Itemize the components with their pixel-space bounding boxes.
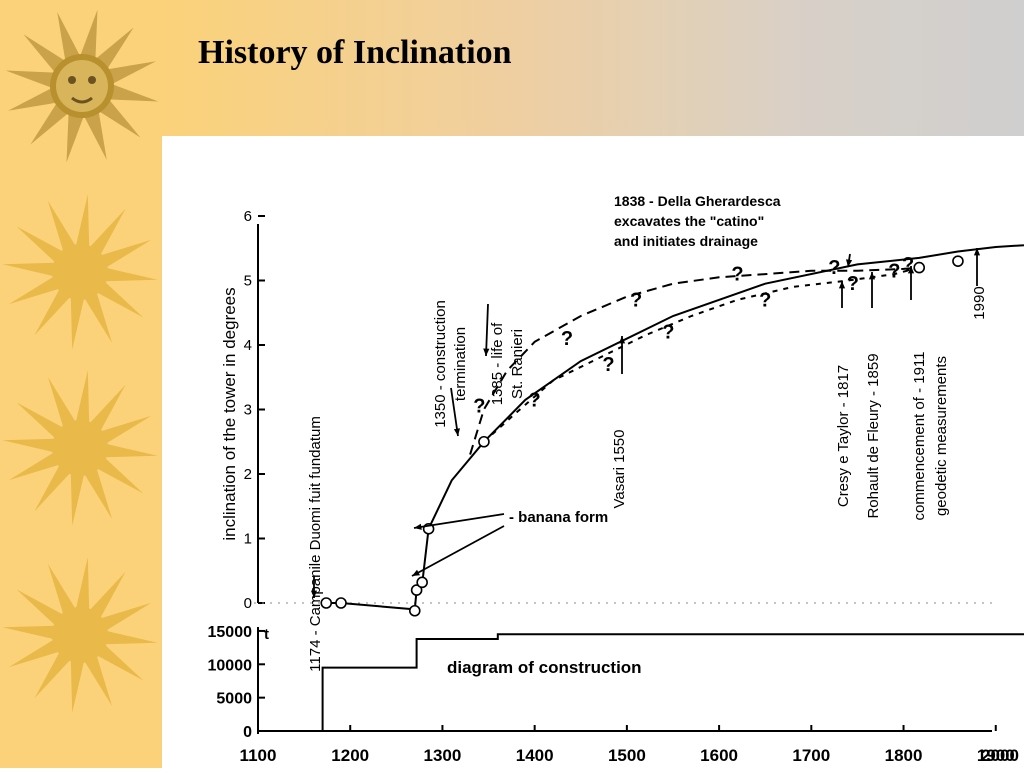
sun-eye xyxy=(88,76,96,84)
inclination-chart: 0 1 2 3 4 5 6 inclination of the tower in degre… xyxy=(220,193,1024,672)
annotation-line: St. Ranieri xyxy=(509,329,526,399)
survey-point-marker xyxy=(914,263,924,273)
y-tick-label: 4 xyxy=(244,337,252,354)
annotation-arrow xyxy=(414,514,504,528)
uncertain-point-marker: ? xyxy=(828,257,840,279)
annotation-line: 1990 xyxy=(971,286,988,319)
annotation-arrowhead xyxy=(869,272,875,279)
uncertain-point-marker: ? xyxy=(662,322,674,344)
chart-figure: 0 1 2 3 4 5 6 inclination of the tower in degre… xyxy=(162,136,1024,768)
uncertain-point-marker: ? xyxy=(602,354,614,376)
construction-chart: 0 5000 10000 15000 t 1100 1200 1300 1400 1500 1600… xyxy=(208,624,1024,765)
x-tick-label: 1600 xyxy=(700,746,738,765)
construction-y-tick-label: 0 xyxy=(243,724,252,741)
uncertain-point-marker: ? xyxy=(731,264,743,286)
sun-icon xyxy=(2,557,157,712)
x-tick-label: 1400 xyxy=(516,746,554,765)
sun-face-icon xyxy=(6,10,159,163)
uncertain-point-marker: ? xyxy=(529,389,541,411)
annotation-line: and initiates drainage xyxy=(614,233,758,249)
slide-title: History of Inclination xyxy=(198,34,512,72)
sun-eye xyxy=(68,76,76,84)
annotation-8: commencement of - 1911 geodetic measureme… xyxy=(911,352,950,521)
uncertain-point-marker: ? xyxy=(847,273,859,295)
annotation-arrow xyxy=(486,304,488,356)
uncertain-point-marker: ? xyxy=(759,289,771,311)
annotation-line: 1838 - Della Gherardesca xyxy=(614,193,781,209)
x-tick-label: 2000 xyxy=(981,746,1019,765)
x-tick-label: 1500 xyxy=(608,746,646,765)
annotation-3: - banana form xyxy=(509,509,608,526)
construction-y-tick-label: 15000 xyxy=(208,624,253,641)
uncertain-point-marker: ? xyxy=(473,396,485,418)
annotation-5: 1838 - Della Gherardesca excavates the "c… xyxy=(614,193,781,249)
annotation-line: Rohault de Fleury - 1859 xyxy=(865,353,882,518)
survey-point-marker xyxy=(417,577,427,587)
annotation-line: - banana form xyxy=(509,509,608,526)
x-tick-label: 1100 xyxy=(240,746,277,765)
construction-chart-title: diagram of construction xyxy=(447,658,642,677)
decorative-sidebar xyxy=(0,0,162,768)
annotation-line: geodetic measurements xyxy=(933,356,950,516)
sun-face-inner xyxy=(56,60,108,112)
x-tick-label: 1700 xyxy=(792,746,830,765)
y-tick-label: 5 xyxy=(244,273,252,290)
annotation-line: commencement of - 1911 xyxy=(911,352,928,521)
survey-point-marker xyxy=(953,256,963,266)
construction-series xyxy=(318,634,1024,731)
sun-center xyxy=(52,420,108,476)
y-tick-label: 0 xyxy=(244,595,252,612)
annotation-line: 1350 - construction xyxy=(432,300,449,428)
annotation-9: 1990 xyxy=(971,286,988,319)
y-tick-label: 3 xyxy=(244,402,252,419)
x-tick-label: 1200 xyxy=(331,746,369,765)
sun-center xyxy=(52,244,108,300)
inclination-y-axis-label: inclination of the tower in degrees xyxy=(220,287,239,540)
survey-point-marker xyxy=(336,598,346,608)
construction-y-tick-label: 5000 xyxy=(216,691,252,708)
y-tick-label: 1 xyxy=(244,531,252,548)
survey-point-marker xyxy=(479,437,489,447)
construction-y-unit: t xyxy=(264,626,269,643)
uncertain-point-marker: ? xyxy=(630,289,642,311)
y-tick-label: 2 xyxy=(244,466,252,483)
annotation-7: Rohault de Fleury - 1859 xyxy=(865,353,882,518)
annotation-arrowhead xyxy=(414,524,422,530)
sun-center xyxy=(52,607,108,663)
uncertain-point-marker: ? xyxy=(561,328,573,350)
sun-icon xyxy=(2,194,157,349)
y-tick-label: 6 xyxy=(244,208,252,225)
annotation-line: Cresy e Taylor - 1817 xyxy=(835,365,852,507)
annotation-line: termination xyxy=(452,327,469,401)
annotation-0: 1174 - Campanile Duomi fuit fundatum xyxy=(307,416,324,672)
annotation-line: 1174 - Campanile Duomi fuit fundatum xyxy=(307,416,324,672)
sun-pattern xyxy=(0,0,162,768)
annotation-4: Vasari 1550 xyxy=(611,430,628,509)
x-tick-label: 1800 xyxy=(885,746,923,765)
survey-point-marker xyxy=(410,606,420,616)
annotation-line: excavates the "catino" xyxy=(614,213,764,229)
uncertain-point-marker: ? xyxy=(888,260,900,282)
x-tick-label: 1300 xyxy=(424,746,462,765)
annotation-line: 1385 - life of xyxy=(489,322,506,405)
annotation-line: Vasari 1550 xyxy=(611,430,628,509)
annotation-6: Cresy e Taylor - 1817 xyxy=(835,365,852,507)
inclination-chart-area: 0 1 2 3 4 5 6 inclination of the tower in degre… xyxy=(162,136,1024,773)
construction-y-tick-label: 10000 xyxy=(208,657,253,674)
sun-icon xyxy=(2,370,157,525)
